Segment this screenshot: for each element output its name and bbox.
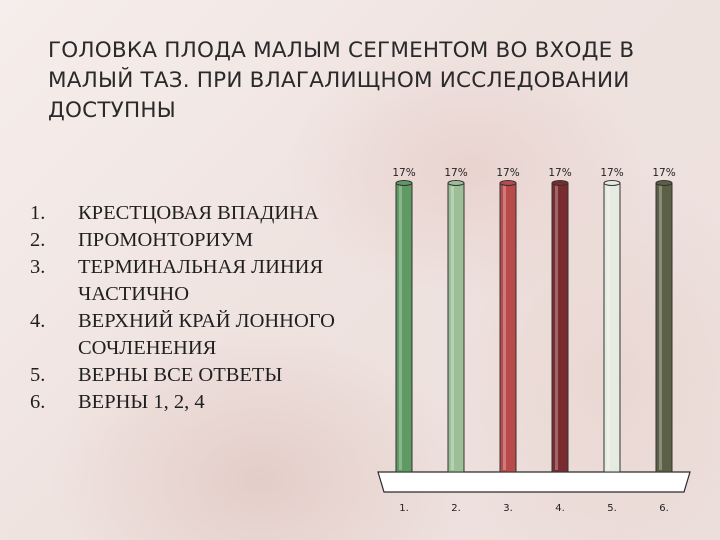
data-label: 17%	[496, 167, 519, 179]
answer-number: 5.	[30, 364, 46, 386]
answer-list: 1. КРЕСТЦОВАЯ ВПАДИНА 2. ПРОМОНТОРИУМ 3. ТЕ…	[30, 200, 410, 416]
answer-number: 3.	[30, 256, 46, 278]
data-label: 17%	[652, 167, 675, 179]
bar-highlight	[555, 185, 558, 470]
bar	[447, 182, 465, 473]
answer-item: 6. ВЕРНЫ 1, 2, 4	[30, 389, 410, 416]
bar	[395, 182, 413, 473]
bar-cap	[655, 180, 673, 186]
bar	[655, 182, 673, 473]
data-label: 17%	[600, 167, 623, 179]
category-label: 2.	[451, 503, 461, 514]
answer-item: 3. ТЕРМИНАЛЬНАЯ ЛИНИЯ ЧАСТИЧНО	[30, 254, 410, 308]
answer-item: 5. ВЕРНЫ ВСЕ ОТВЕТЫ	[30, 362, 410, 389]
bar-cap	[603, 180, 621, 186]
category-label: 1.	[399, 503, 409, 514]
answer-item: 1. КРЕСТЦОВАЯ ВПАДИНА	[30, 200, 410, 227]
data-label: 17%	[548, 167, 571, 179]
bar	[499, 182, 517, 473]
bar-cap	[499, 180, 517, 186]
category-label: 5.	[607, 503, 617, 514]
bar-cap	[447, 180, 465, 186]
answer-text: ПРОМОНТОРИУМ	[78, 229, 254, 251]
bar-cap	[395, 180, 413, 186]
answer-number: 1.	[30, 202, 46, 224]
answer-text: ВЕРХНИЙ КРАЙ ЛОННОГО СОЧЛЕНЕНИЯ	[78, 310, 335, 359]
bar-highlight	[451, 185, 454, 470]
category-label: 6.	[659, 503, 669, 514]
bar-cap	[551, 180, 569, 186]
bar	[551, 182, 569, 473]
chart-floor	[377, 471, 691, 493]
category-label: 4.	[555, 503, 565, 514]
answer-text: КРЕСТЦОВАЯ ВПАДИНА	[78, 202, 319, 224]
bar-highlight	[607, 185, 610, 470]
answer-number: 6.	[30, 391, 46, 413]
bar-highlight	[503, 185, 506, 470]
answer-item: 2. ПРОМОНТОРИУМ	[30, 227, 410, 254]
bar-highlight	[399, 185, 402, 470]
question-title: ГОЛОВКА ПЛОДА МАЛЫМ СЕГМЕНТОМ ВО ВХОДЕ В…	[48, 38, 635, 123]
answer-item: 4. ВЕРХНИЙ КРАЙ ЛОННОГО СОЧЛЕНЕНИЯ	[30, 308, 410, 362]
data-label: 17%	[444, 167, 467, 179]
answer-text: ВЕРНЫ 1, 2, 4	[78, 391, 205, 413]
category-label: 3.	[503, 503, 513, 514]
bar-highlight	[659, 185, 662, 470]
answer-number: 2.	[30, 229, 46, 251]
answer-text: ТЕРМИНАЛЬНАЯ ЛИНИЯ ЧАСТИЧНО	[78, 256, 324, 305]
answer-number: 4.	[30, 310, 46, 332]
answer-text: ВЕРНЫ ВСЕ ОТВЕТЫ	[78, 364, 283, 386]
bar	[603, 182, 621, 473]
data-label: 17%	[392, 167, 415, 179]
